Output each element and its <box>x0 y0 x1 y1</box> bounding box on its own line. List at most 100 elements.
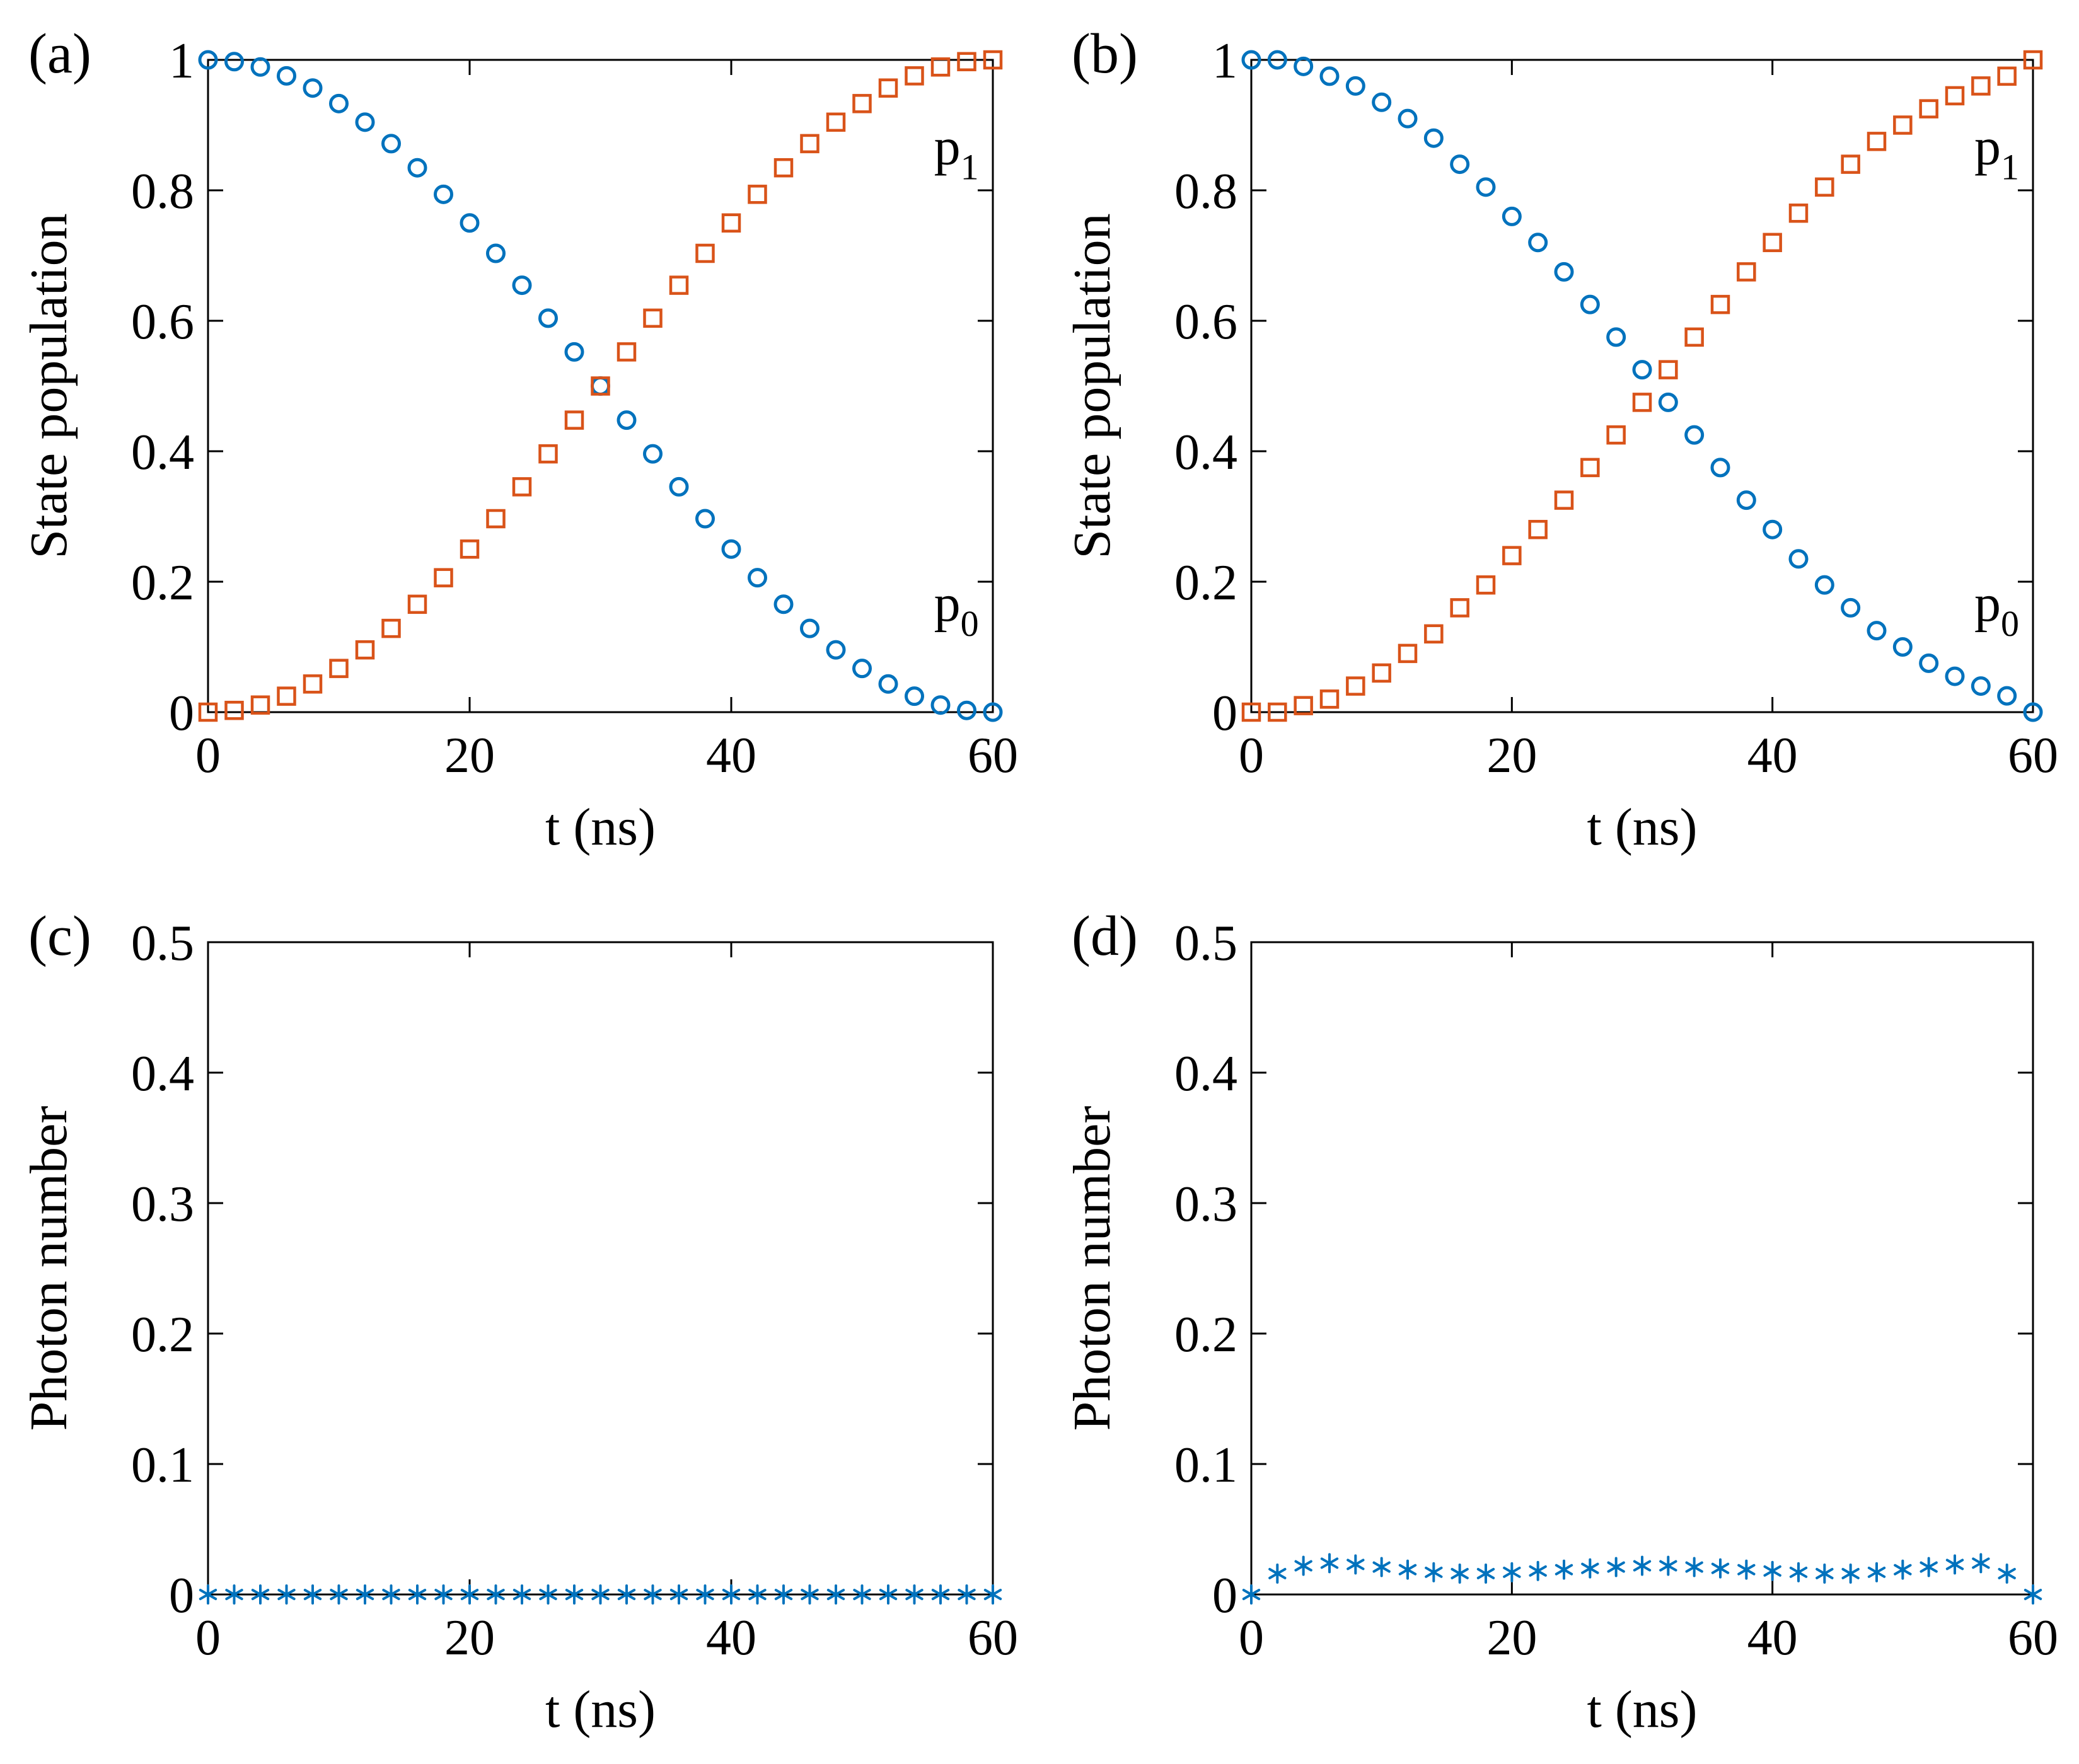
data-point-circle <box>460 213 480 233</box>
asterisk-stroke <box>356 1589 374 1600</box>
data-point-circle <box>277 66 296 86</box>
data-point-square <box>1319 689 1340 709</box>
data-point-circle <box>486 243 506 263</box>
data-point-asterisk <box>539 1584 557 1605</box>
y-tick-label: 0 <box>1212 686 1237 741</box>
data-point-square <box>1268 702 1287 722</box>
data-point-square <box>303 674 323 694</box>
data-point-asterisk <box>277 1584 296 1605</box>
asterisk-stroke <box>1451 1567 1469 1579</box>
asterisk-stroke <box>1894 1564 1912 1576</box>
data-point-asterisk <box>1320 1553 1339 1574</box>
asterisk-stroke <box>1529 1565 1547 1577</box>
asterisk-stroke <box>1607 1561 1625 1573</box>
data-point-square <box>617 342 637 362</box>
data-point-asterisk <box>931 1584 950 1605</box>
data-point-asterisk <box>1425 1562 1443 1582</box>
asterisk-stroke <box>1998 1567 2016 1579</box>
y-tick-label: 0.4 <box>131 1046 194 1102</box>
data-point-asterisk <box>1763 1560 1781 1581</box>
data-point-circle <box>1684 425 1705 445</box>
y-tick-label: 0.5 <box>1174 916 1237 971</box>
data-point-square <box>1737 262 1756 282</box>
asterisk-stroke <box>487 1589 505 1600</box>
asterisk-stroke <box>983 1589 1002 1600</box>
data-point-asterisk <box>1816 1563 1834 1584</box>
data-point-circle <box>1267 50 1287 70</box>
data-point-circle <box>643 444 663 464</box>
asterisk-stroke <box>591 1589 610 1600</box>
asterisk-stroke <box>1920 1561 1938 1573</box>
data-point-asterisk <box>1867 1562 1886 1582</box>
panel-b: 0 20 40 60 0 0.2 0.4 0.6 0.8 1 t (ns) State populat… <box>1063 23 2058 856</box>
data-point-circle <box>1319 66 1340 86</box>
data-point-asterisk <box>1789 1562 1808 1582</box>
x-axis-label: t (ns) <box>545 798 656 856</box>
panel-label: (d) <box>1072 905 1138 967</box>
data-point-circle <box>1971 676 1991 696</box>
data-point-square <box>1893 115 1913 135</box>
data-point-asterisk <box>983 1584 1002 1605</box>
y-tick-label: 0.6 <box>131 294 194 350</box>
x-tick-label: 40 <box>706 728 756 783</box>
y-tick-label: 0.4 <box>131 425 194 480</box>
data-point-circle <box>512 275 532 296</box>
asterisk-stroke <box>801 1589 819 1600</box>
data-point-circle <box>1814 575 1834 595</box>
asterisk-stroke <box>251 1589 270 1600</box>
x-tick-label: 40 <box>706 1610 756 1666</box>
y-axis-label: Photon number <box>1063 1106 1121 1431</box>
data-point-square <box>695 243 715 263</box>
data-point-asterisk <box>251 1584 270 1605</box>
y-tick-label: 0.4 <box>1174 1046 1237 1102</box>
data-point-square <box>1788 203 1809 223</box>
asterisk-stroke <box>1659 1560 1677 1572</box>
data-point-circle <box>591 376 610 396</box>
data-point-square <box>2023 50 2043 70</box>
data-point-asterisk <box>460 1584 479 1605</box>
data-point-square <box>1971 76 1991 96</box>
data-point-asterisk <box>1841 1563 1860 1584</box>
x-tick-label: 60 <box>968 1610 1018 1666</box>
data-point-asterisk <box>487 1584 505 1605</box>
asterisk-stroke <box>2024 1589 2042 1600</box>
data-point-circle <box>303 78 323 98</box>
data-point-asterisk <box>1711 1558 1730 1579</box>
data-point-asterisk <box>1503 1562 1521 1582</box>
asterisk-stroke <box>225 1589 243 1600</box>
data-point-asterisk <box>1607 1557 1625 1577</box>
data-point-asterisk <box>1372 1557 1391 1577</box>
data-point-circle <box>1945 666 1965 686</box>
panel-label: (c) <box>28 905 91 967</box>
asterisk-stroke <box>1633 1560 1652 1572</box>
data-point-square <box>564 410 584 430</box>
data-point-circle <box>826 640 846 660</box>
y-tick-label: 0 <box>169 686 194 741</box>
series-p0 <box>198 50 1003 722</box>
data-point-square <box>878 78 898 98</box>
data-point-asterisk <box>1920 1557 1938 1577</box>
panel-c: 0 20 40 60 0 0.1 0.2 0.3 0.4 0.5 t (ns) Photon numb… <box>20 905 1018 1739</box>
data-point-square <box>1945 86 1965 106</box>
data-point-asterisk <box>722 1584 741 1605</box>
asterisk-stroke <box>1841 1567 1860 1579</box>
data-point-circle <box>669 476 689 497</box>
data-point-asterisk <box>1294 1555 1312 1576</box>
data-point-circle <box>1788 549 1809 569</box>
data-point-circle <box>800 618 819 638</box>
data-point-circle <box>695 509 715 529</box>
data-point-circle <box>1372 92 1392 112</box>
data-point-circle <box>355 112 375 132</box>
series-photon-number <box>1242 1553 2042 1605</box>
asterisk-stroke <box>1737 1564 1756 1576</box>
y-axis-label: Photon number <box>20 1106 78 1431</box>
data-point-circle <box>1658 392 1678 412</box>
data-point-circle <box>1476 177 1496 197</box>
data-point-square <box>355 640 375 660</box>
data-point-asterisk <box>801 1584 819 1605</box>
data-point-asterisk <box>958 1584 976 1605</box>
data-point-circle <box>878 674 898 694</box>
asterisk-stroke <box>1503 1566 1521 1578</box>
axes-box <box>1250 941 2034 1596</box>
x-axis-label: t (ns) <box>1587 798 1698 856</box>
